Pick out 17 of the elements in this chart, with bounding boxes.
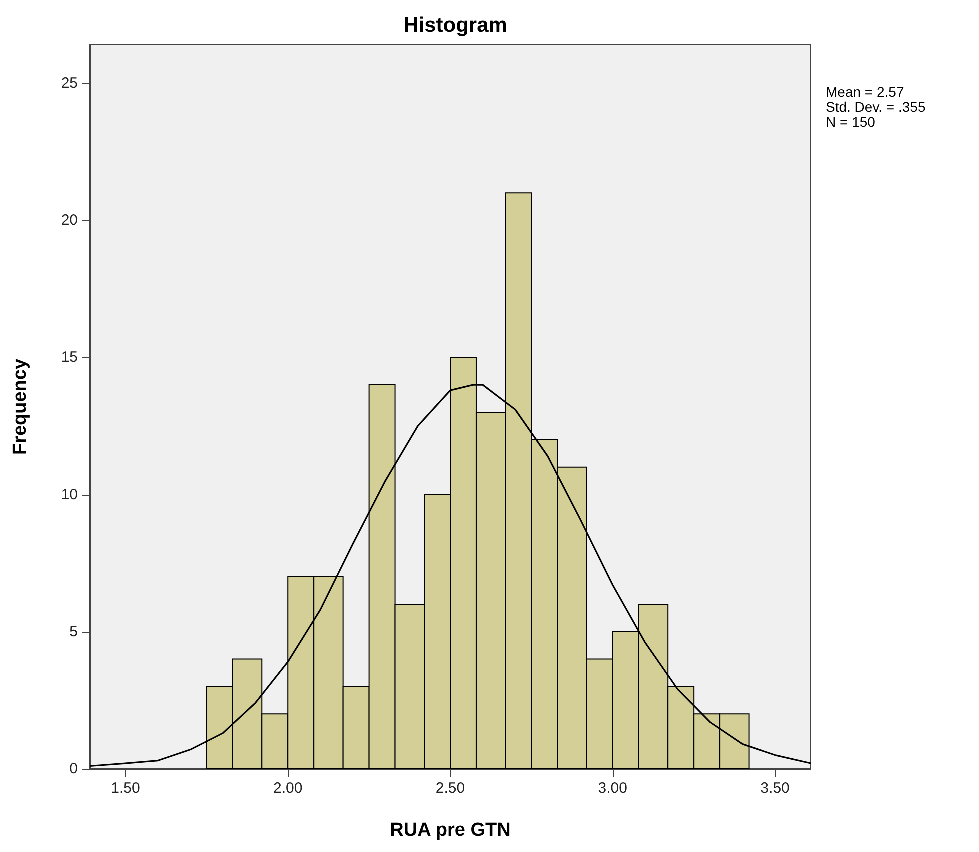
x-tick-label: 3.50 xyxy=(760,780,790,797)
x-axis-title: RUA pre GTN xyxy=(390,820,511,841)
y-tick-label: 20 xyxy=(61,212,78,230)
text: Mean = 2.57 xyxy=(826,84,904,100)
y-tick-label: 0 xyxy=(70,760,78,778)
y-tick-label: 10 xyxy=(61,486,78,504)
text: N = 150 xyxy=(826,114,876,130)
y-axis-title: Frequency xyxy=(10,358,31,456)
y-tick-label: 25 xyxy=(61,74,78,92)
x-tick-label: 2.50 xyxy=(436,780,466,797)
x-tick-label: 2.00 xyxy=(274,780,303,797)
x-tick-label: 1.50 xyxy=(111,780,140,797)
chart-title: Histogram xyxy=(404,14,508,37)
x-tick-label: 3.00 xyxy=(598,780,628,797)
y-tick-label: 5 xyxy=(70,623,78,640)
text: Std. Dev. = .355 xyxy=(826,99,926,115)
y-tick-label: 15 xyxy=(61,349,78,366)
